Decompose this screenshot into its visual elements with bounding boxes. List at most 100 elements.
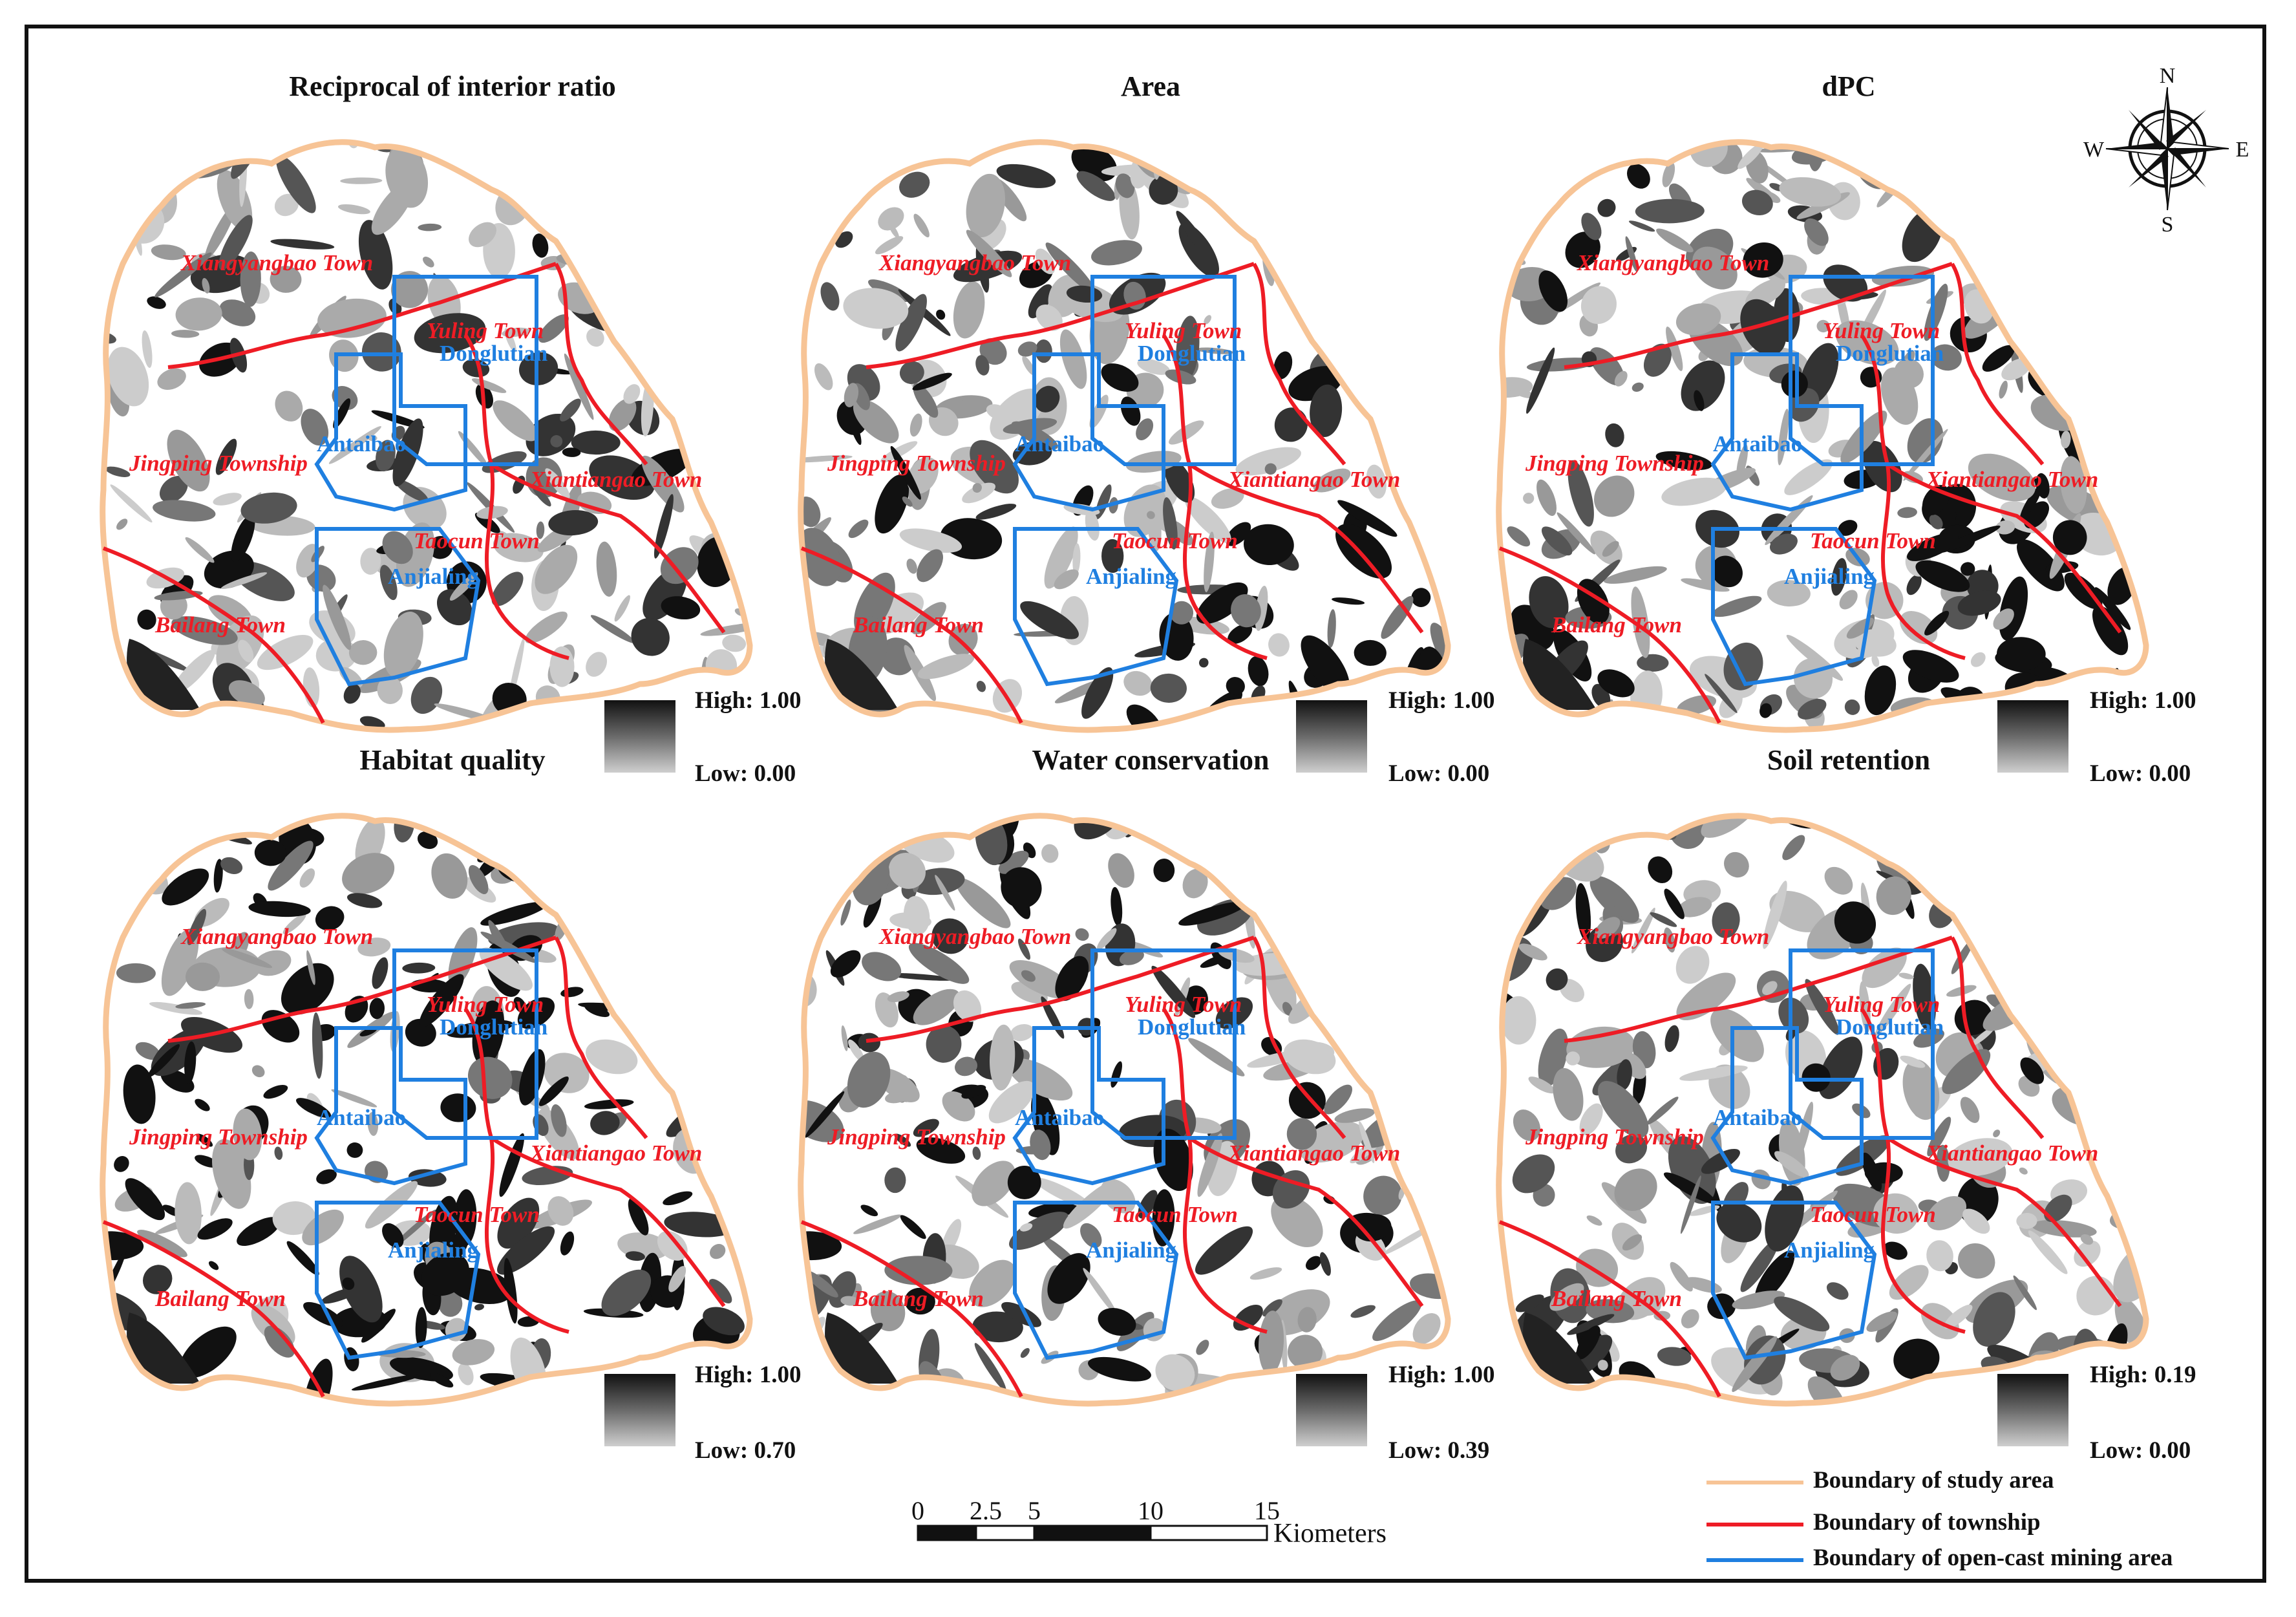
land-patch xyxy=(800,191,821,217)
land-patch xyxy=(222,948,273,969)
land-patch xyxy=(316,1169,337,1184)
ramp-high-label: High: 1.00 xyxy=(1388,1362,1495,1388)
land-patch xyxy=(1988,815,2027,840)
compass-w: W xyxy=(2083,138,2105,162)
town-label: Taocun Town xyxy=(1112,528,1238,553)
land-patch xyxy=(1352,210,1383,227)
land-patch xyxy=(1282,1001,1293,1016)
land-patch xyxy=(1368,1056,1430,1083)
land-patch xyxy=(1010,1023,1034,1042)
land-patch xyxy=(1331,272,1398,295)
land-patch xyxy=(1019,1223,1033,1232)
land-patch xyxy=(1284,153,1321,188)
land-patch xyxy=(2060,456,2087,514)
land-patch xyxy=(1862,440,1902,493)
land-patch xyxy=(274,193,299,217)
land-patch xyxy=(661,596,701,620)
land-patch xyxy=(2094,587,2131,630)
land-patch xyxy=(1378,815,1407,827)
land-patch xyxy=(830,950,861,978)
land-patch xyxy=(972,483,982,493)
land-patch xyxy=(231,142,264,179)
land-patch xyxy=(452,1339,495,1365)
town-label: Bailang Town xyxy=(1551,612,1682,637)
land-patch xyxy=(1287,866,1321,899)
land-patch xyxy=(263,1085,288,1099)
land-patch xyxy=(1305,844,1341,866)
land-patch xyxy=(916,1137,966,1164)
land-patch xyxy=(275,391,303,422)
land-patch xyxy=(383,612,423,678)
land-patch xyxy=(361,1309,396,1343)
land-patch xyxy=(1028,284,1053,319)
land-patch xyxy=(909,413,922,437)
land-patch xyxy=(1125,451,1182,473)
land-patch xyxy=(1640,815,1677,840)
land-patch xyxy=(2132,942,2147,952)
scale-unit: Kiometers xyxy=(1273,1519,1387,1548)
land-patch xyxy=(303,1301,343,1327)
land-patch xyxy=(1507,526,1531,547)
land-patch xyxy=(2065,997,2115,1036)
land-patch xyxy=(695,997,714,1064)
land-patch xyxy=(421,1252,469,1296)
land-patch xyxy=(1177,142,1213,169)
land-patch xyxy=(969,1259,1016,1307)
land-patch xyxy=(1712,595,1762,617)
land-patch xyxy=(2011,966,2070,998)
land-patch xyxy=(2074,1240,2101,1267)
land-patch xyxy=(721,815,750,857)
land-patch xyxy=(1826,1282,1849,1300)
land-patch xyxy=(1538,270,1568,312)
land-patch xyxy=(2082,284,2121,356)
land-patch xyxy=(175,1001,206,1009)
land-patch xyxy=(1408,157,1449,199)
land-patch xyxy=(182,815,221,833)
land-patch xyxy=(360,548,381,575)
land-patch xyxy=(1282,157,1341,200)
land-patch xyxy=(623,384,641,404)
land-patch xyxy=(240,492,297,524)
land-patch xyxy=(1681,578,1730,592)
color-ramp xyxy=(604,700,675,773)
land-patch xyxy=(1387,1085,1426,1128)
land-patch xyxy=(1602,541,1619,557)
land-patch xyxy=(1621,1051,1646,1079)
land-patch xyxy=(408,1169,447,1187)
land-patch xyxy=(1012,442,1052,466)
land-patch xyxy=(1663,1172,1716,1204)
land-patch xyxy=(1565,231,1600,268)
land-patch xyxy=(713,1057,732,1117)
land-patch xyxy=(1527,142,1560,153)
land-patch xyxy=(1387,379,1397,390)
land-patch xyxy=(513,710,526,730)
study-area-boundary xyxy=(798,139,1451,733)
land-patch xyxy=(1625,236,1638,272)
land-patch xyxy=(1993,608,2014,630)
land-patch xyxy=(102,1231,144,1261)
land-patch xyxy=(2101,963,2123,984)
land-patch xyxy=(1311,824,1327,861)
land-patch xyxy=(513,997,527,1014)
land-patch xyxy=(817,182,840,211)
land-patch xyxy=(655,213,711,243)
land-patch xyxy=(493,533,544,562)
land-patch xyxy=(1020,1348,1030,1358)
land-patch xyxy=(800,878,833,929)
town-label: Jingping Township xyxy=(1525,451,1704,476)
land-patch xyxy=(710,1244,726,1259)
land-patch xyxy=(1675,303,1721,336)
land-patch xyxy=(829,160,858,222)
land-patch xyxy=(648,249,697,290)
land-patch xyxy=(171,616,238,645)
land-patch xyxy=(1759,703,1772,718)
town-label: Bailang Town xyxy=(154,612,286,637)
land-patch xyxy=(415,1307,427,1348)
land-patch xyxy=(2080,815,2132,846)
land-patch xyxy=(975,355,990,376)
land-patch xyxy=(571,430,621,455)
land-patch xyxy=(1762,981,1778,996)
township-boundary xyxy=(463,1007,569,1334)
land-patch xyxy=(1533,815,1574,848)
land-patch xyxy=(1711,555,1743,588)
